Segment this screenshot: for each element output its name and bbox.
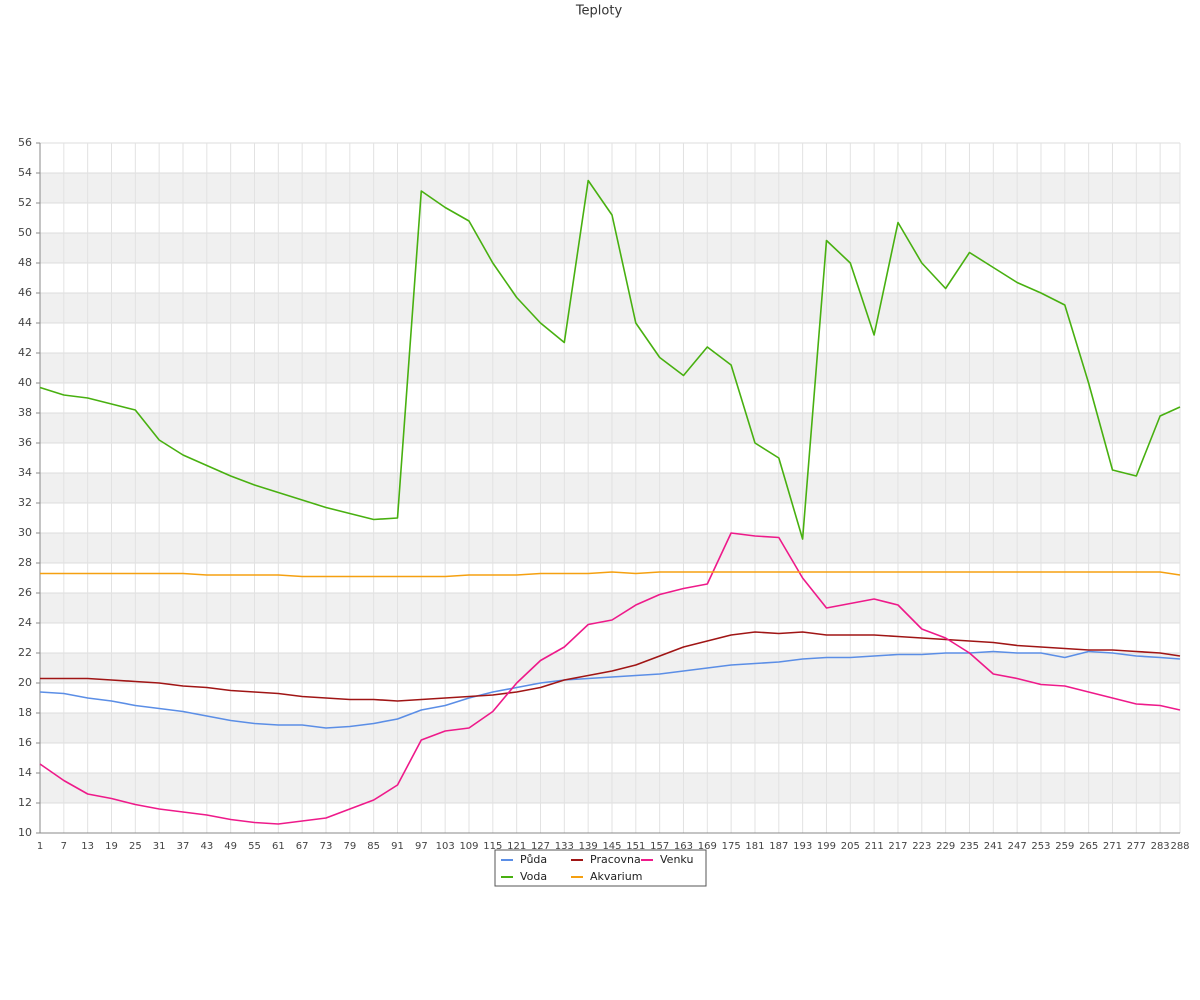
x-tick-label: 25 bbox=[129, 841, 142, 852]
x-tick-label: 169 bbox=[698, 841, 717, 852]
grid-band bbox=[40, 293, 1180, 323]
series-line bbox=[40, 631, 1181, 702]
y-tick-label: 52 bbox=[18, 196, 32, 209]
y-tick-label: 24 bbox=[18, 616, 32, 629]
grid-band bbox=[40, 773, 1180, 803]
x-tick-label: 157 bbox=[650, 841, 669, 852]
x-tick-label: 55 bbox=[248, 841, 261, 852]
x-tick-label: 127 bbox=[531, 841, 550, 852]
x-tick-label: 163 bbox=[674, 841, 693, 852]
x-tick-label: 115 bbox=[483, 841, 502, 852]
series-line bbox=[40, 571, 1181, 578]
series-line bbox=[39, 532, 1181, 825]
x-tick-label: 13 bbox=[81, 841, 94, 852]
x-tick-label: 235 bbox=[960, 841, 979, 852]
grid-band bbox=[40, 713, 1180, 743]
y-tick-label: 22 bbox=[18, 646, 32, 659]
grid-band bbox=[40, 533, 1180, 563]
y-tick-label: 42 bbox=[18, 346, 32, 359]
grid-band bbox=[40, 593, 1180, 623]
y-tick-label: 32 bbox=[18, 496, 32, 509]
x-tick-label: 43 bbox=[200, 841, 213, 852]
grid-band bbox=[40, 353, 1180, 383]
x-tick-label: 139 bbox=[579, 841, 598, 852]
x-tick-label: 49 bbox=[224, 841, 237, 852]
x-tick-label: 175 bbox=[722, 841, 741, 852]
x-tick-label: 1 bbox=[37, 841, 43, 852]
series-line bbox=[39, 179, 1181, 540]
x-tick-label: 187 bbox=[769, 841, 788, 852]
x-tick-label: 229 bbox=[936, 841, 955, 852]
x-tick-label: 259 bbox=[1055, 841, 1074, 852]
y-tick-label: 46 bbox=[18, 286, 32, 299]
x-tick-label: 121 bbox=[507, 841, 526, 852]
x-tick-label: 61 bbox=[272, 841, 285, 852]
grid-band bbox=[40, 413, 1180, 443]
x-tick-label: 67 bbox=[296, 841, 309, 852]
y-tick-label: 28 bbox=[18, 556, 32, 569]
x-tick-label: 85 bbox=[367, 841, 380, 852]
grid-band bbox=[40, 233, 1180, 263]
y-tick-label: 36 bbox=[18, 436, 32, 449]
x-tick-label: 151 bbox=[626, 841, 645, 852]
x-tick-label: 277 bbox=[1127, 841, 1146, 852]
y-tick-label: 16 bbox=[18, 736, 32, 749]
x-tick-label: 91 bbox=[391, 841, 404, 852]
grid-band bbox=[40, 653, 1180, 683]
x-tick-label: 145 bbox=[602, 841, 621, 852]
y-tick-label: 40 bbox=[18, 376, 32, 389]
legend-label: Pracovna bbox=[590, 853, 641, 866]
y-tick-label: 54 bbox=[18, 166, 32, 179]
y-tick-label: 56 bbox=[18, 136, 32, 149]
x-tick-label: 199 bbox=[817, 841, 836, 852]
y-tick-label: 18 bbox=[18, 706, 32, 719]
y-tick-label: 26 bbox=[18, 586, 32, 599]
x-tick-label: 97 bbox=[415, 841, 428, 852]
series-line bbox=[39, 650, 1181, 729]
grid-band bbox=[40, 473, 1180, 503]
legend-label: Voda bbox=[520, 870, 547, 883]
x-tick-label: 247 bbox=[1008, 841, 1027, 852]
x-tick-label: 288 bbox=[1170, 841, 1189, 852]
y-tick-label: 20 bbox=[18, 676, 32, 689]
legend-label: Akvarium bbox=[590, 870, 642, 883]
x-tick-label: 205 bbox=[841, 841, 860, 852]
x-tick-label: 283 bbox=[1151, 841, 1170, 852]
x-tick-label: 223 bbox=[912, 841, 931, 852]
legend-label: Půda bbox=[520, 853, 547, 866]
x-tick-label: 103 bbox=[436, 841, 455, 852]
y-tick-label: 14 bbox=[18, 766, 32, 779]
y-tick-label: 12 bbox=[18, 796, 32, 809]
x-tick-label: 241 bbox=[984, 841, 1003, 852]
legend-label: Venku bbox=[660, 853, 693, 866]
x-tick-label: 217 bbox=[888, 841, 907, 852]
x-tick-label: 253 bbox=[1031, 841, 1050, 852]
x-tick-label: 133 bbox=[555, 841, 574, 852]
x-tick-label: 7 bbox=[61, 841, 67, 852]
x-tick-label: 211 bbox=[865, 841, 884, 852]
x-tick-label: 193 bbox=[793, 841, 812, 852]
x-tick-label: 109 bbox=[459, 841, 478, 852]
y-tick-label: 44 bbox=[18, 316, 32, 329]
grid-band bbox=[40, 173, 1180, 203]
x-tick-label: 37 bbox=[177, 841, 190, 852]
x-tick-label: 181 bbox=[745, 841, 764, 852]
x-tick-label: 271 bbox=[1103, 841, 1122, 852]
x-tick-label: 79 bbox=[343, 841, 356, 852]
y-tick-label: 30 bbox=[18, 526, 32, 539]
y-tick-label: 50 bbox=[18, 226, 32, 239]
y-tick-label: 34 bbox=[18, 466, 32, 479]
x-tick-label: 265 bbox=[1079, 841, 1098, 852]
chart-title: Teploty bbox=[575, 4, 623, 19]
x-tick-label: 73 bbox=[320, 841, 333, 852]
y-tick-label: 48 bbox=[18, 256, 32, 269]
legend-box bbox=[494, 849, 707, 887]
y-tick-label: 38 bbox=[18, 406, 32, 419]
x-tick-label: 19 bbox=[105, 841, 118, 852]
x-tick-label: 31 bbox=[153, 841, 166, 852]
y-tick-label: 10 bbox=[18, 826, 32, 839]
